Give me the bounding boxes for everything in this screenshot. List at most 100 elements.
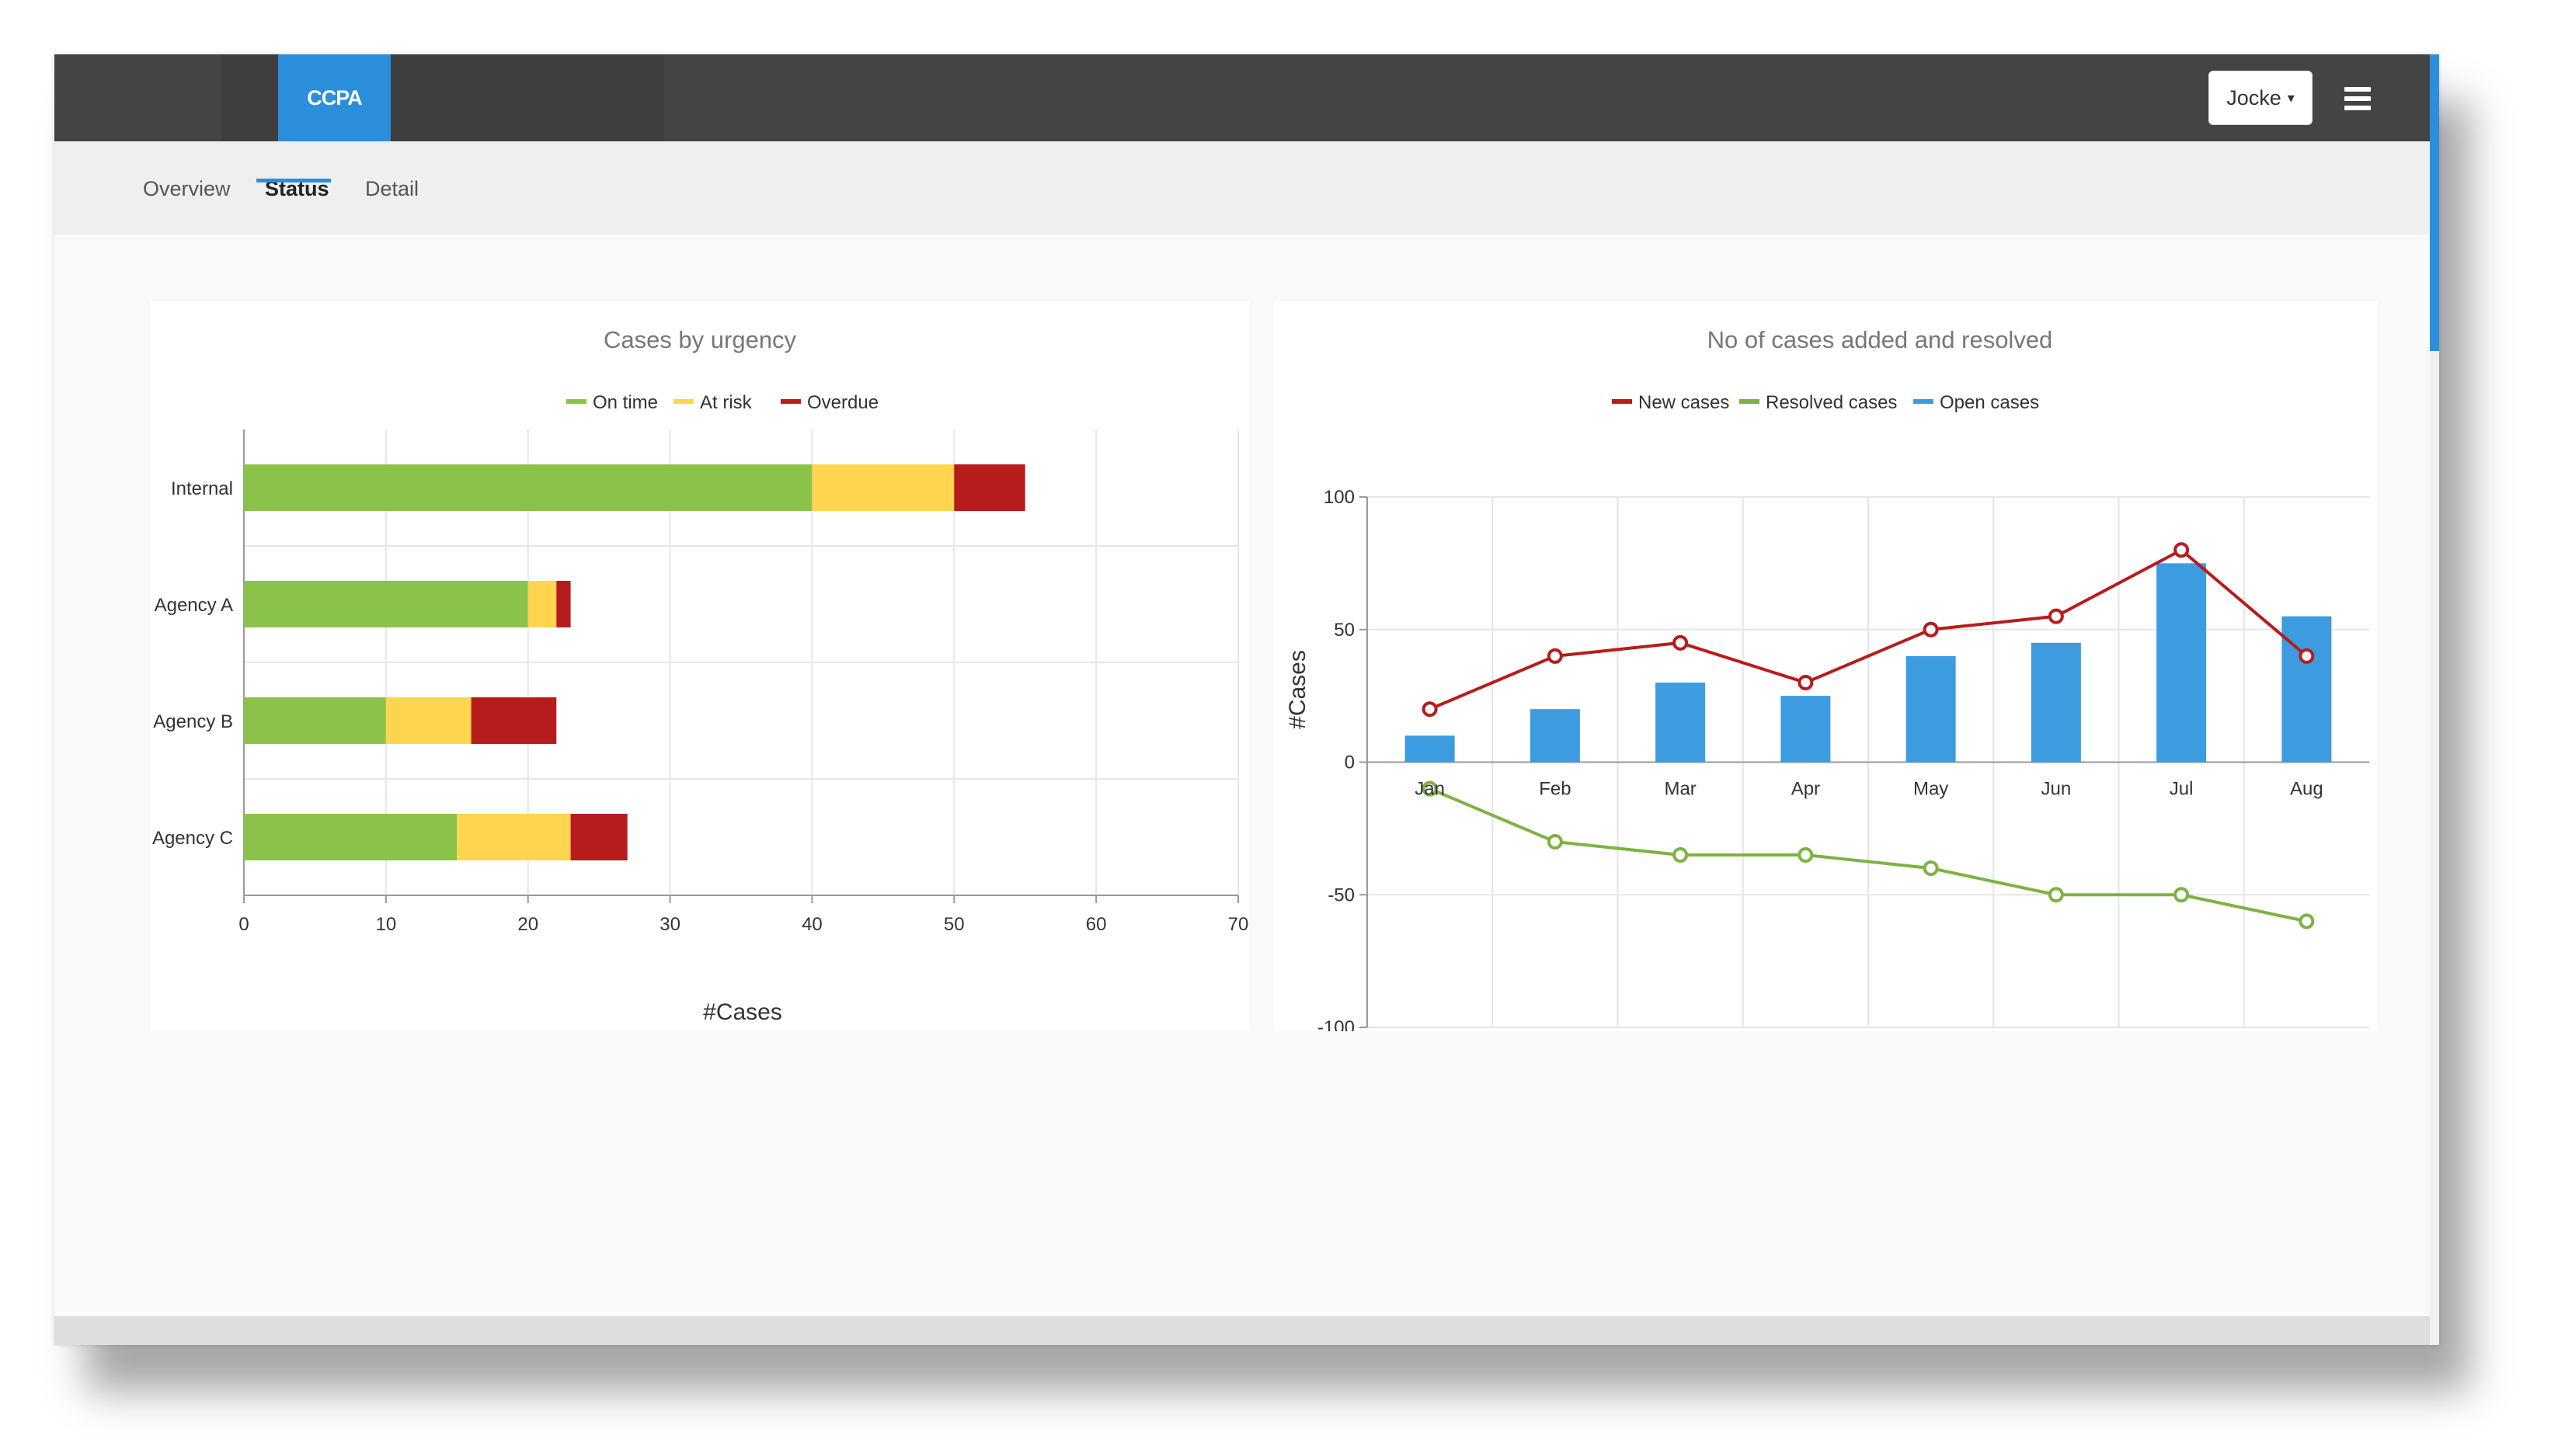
bar-open-cases-jun <box>2031 642 2081 763</box>
point-resolved-cases-mar <box>1672 847 1689 864</box>
active-tab-indicator <box>256 179 331 182</box>
footer-bar <box>54 1316 2430 1345</box>
category-label: Agency B <box>153 711 233 732</box>
point-resolved-cases-may <box>1923 860 1939 877</box>
category-label: Agency A <box>155 595 233 616</box>
chart-legend: New cases Resolved cases Open cases <box>1612 392 2039 413</box>
point-new-cases-jun <box>2048 608 2064 624</box>
y-axis-label: #Cases <box>1285 650 1310 729</box>
bar-at-risk-agency-b <box>385 697 472 744</box>
y-tick-labels: 100 50 0 -50 -100 <box>1317 487 1355 1038</box>
x-tick-label: Aug <box>2290 779 2323 800</box>
x-tick-labels: 0 10 20 30 40 50 60 70 <box>238 914 1248 935</box>
legend-label: Resolved cases <box>1766 392 1897 413</box>
category-label: Internal <box>171 478 233 499</box>
bar-overdue-internal <box>954 464 1025 511</box>
chart-title: No of cases added and resolved <box>1707 326 2053 353</box>
user-menu-button[interactable]: Jocke ▾ <box>2208 71 2313 125</box>
y-tick-label: -100 <box>1317 1017 1355 1031</box>
scrollbar-track[interactable] <box>2430 54 2439 1345</box>
bar-at-risk-internal <box>812 464 955 511</box>
bar-open-cases-jan <box>1404 735 1455 763</box>
point-new-cases-jul <box>2173 542 2190 558</box>
legend-swatch <box>566 399 586 404</box>
category-label: Agency C <box>152 828 233 849</box>
x-tick-label: Mar <box>1664 779 1696 800</box>
bar-at-risk-agency-a <box>527 581 557 627</box>
point-resolved-cases-feb <box>1547 833 1563 850</box>
legend-swatch <box>1913 399 1933 404</box>
x-tick-label: 70 <box>1228 914 1249 935</box>
point-new-cases-aug <box>2299 648 2315 664</box>
user-name: Jocke <box>2226 85 2281 109</box>
legend-label: Open cases <box>1940 392 2039 413</box>
bar-on-time-agency-a <box>244 581 528 627</box>
legend-swatch <box>1739 399 1759 404</box>
point-resolved-cases-jan <box>1422 780 1438 797</box>
x-tick-label: Feb <box>1539 779 1571 800</box>
y-tick-label: 100 <box>1324 487 1355 508</box>
bar-open-cases-may <box>1905 655 1956 763</box>
x-tick-label: 60 <box>1086 914 1107 935</box>
line-new-cases <box>1429 547 2308 711</box>
legend-swatch <box>781 399 801 404</box>
x-tick-labels: Jan Feb Mar Apr May Jun Jul Aug <box>1415 779 2323 800</box>
point-new-cases-mar <box>1672 634 1689 651</box>
y-tick-label: 0 <box>1345 752 1355 773</box>
bar-open-cases-mar <box>1655 683 1706 763</box>
bar-at-risk-agency-c <box>457 814 571 860</box>
chart-lines <box>1422 542 2315 930</box>
top-navbar: CCPA Jocke ▾ <box>54 54 2439 141</box>
bar-on-time-agency-c <box>244 814 458 860</box>
y-tick-label: -50 <box>1328 884 1355 905</box>
y-tick-label: 50 <box>1334 620 1355 641</box>
point-new-cases-apr <box>1798 675 1814 691</box>
x-tick-label: 30 <box>660 914 680 935</box>
x-tick-label: 0 <box>238 914 249 935</box>
caret-down-icon: ▾ <box>2287 89 2295 106</box>
chart-grid <box>1359 496 2369 1028</box>
bar-open-cases-jul <box>2156 563 2207 763</box>
bar-overdue-agency-a <box>556 581 571 627</box>
bar-open-cases-apr <box>1780 696 1831 763</box>
hamburger-menu-icon[interactable] <box>2344 87 2371 110</box>
bar-overdue-agency-c <box>570 814 628 860</box>
legend-swatch <box>1612 399 1632 404</box>
x-tick-label: 50 <box>944 914 965 935</box>
x-tick-label: 10 <box>376 914 397 935</box>
point-resolved-cases-apr <box>1798 847 1814 864</box>
x-tick-label: 20 <box>517 914 538 935</box>
chart-legend: On time At risk Overdue <box>566 392 879 413</box>
app-window: CCPA Jocke ▾ Overview Status Detail Case… <box>54 54 2439 1345</box>
chart-bars <box>244 464 1025 860</box>
x-tick-label: 40 <box>802 914 823 935</box>
legend-swatch <box>673 399 694 404</box>
cases-added-resolved-chart: No of cases added and resolved New cases… <box>1285 326 2369 1038</box>
brand-tab[interactable]: CCPA <box>278 54 391 141</box>
cases-by-urgency-panel: Cases by urgency On time At risk Overdue I… <box>151 301 1249 1031</box>
bar-open-cases-feb <box>1530 709 1580 763</box>
tab-overview[interactable]: Overview <box>143 177 231 200</box>
legend-label: Overdue <box>807 392 879 413</box>
point-new-cases-may <box>1923 621 1939 638</box>
subnav-tabs: Overview Status Detail <box>54 141 2430 235</box>
tab-detail[interactable]: Detail <box>365 177 419 200</box>
x-axis-label: #Cases <box>703 999 782 1025</box>
cases-added-resolved-panel: No of cases added and resolved New cases… <box>1274 301 2377 1038</box>
legend-label: At risk <box>700 392 753 413</box>
bar-overdue-agency-b <box>471 697 557 744</box>
legend-label: New cases <box>1638 392 1729 413</box>
scrollbar-thumb[interactable] <box>2430 54 2439 351</box>
point-resolved-cases-jul <box>2173 887 2190 903</box>
point-resolved-cases-aug <box>2299 913 2315 930</box>
bar-open-cases-aug <box>2281 616 2332 763</box>
cases-by-urgency-chart: Cases by urgency On time At risk Overdue I… <box>152 326 1248 1025</box>
bar-on-time-internal <box>244 464 813 511</box>
category-labels: Internal Agency A Agency B Agency C <box>152 478 233 849</box>
x-tick-label: Jan <box>1415 779 1445 800</box>
x-tick-label: Jun <box>2041 779 2072 800</box>
point-new-cases-feb <box>1547 648 1563 664</box>
line-resolved-cases <box>1429 787 2307 923</box>
chart-bars <box>1404 563 2332 763</box>
legend-label: On time <box>593 392 658 413</box>
